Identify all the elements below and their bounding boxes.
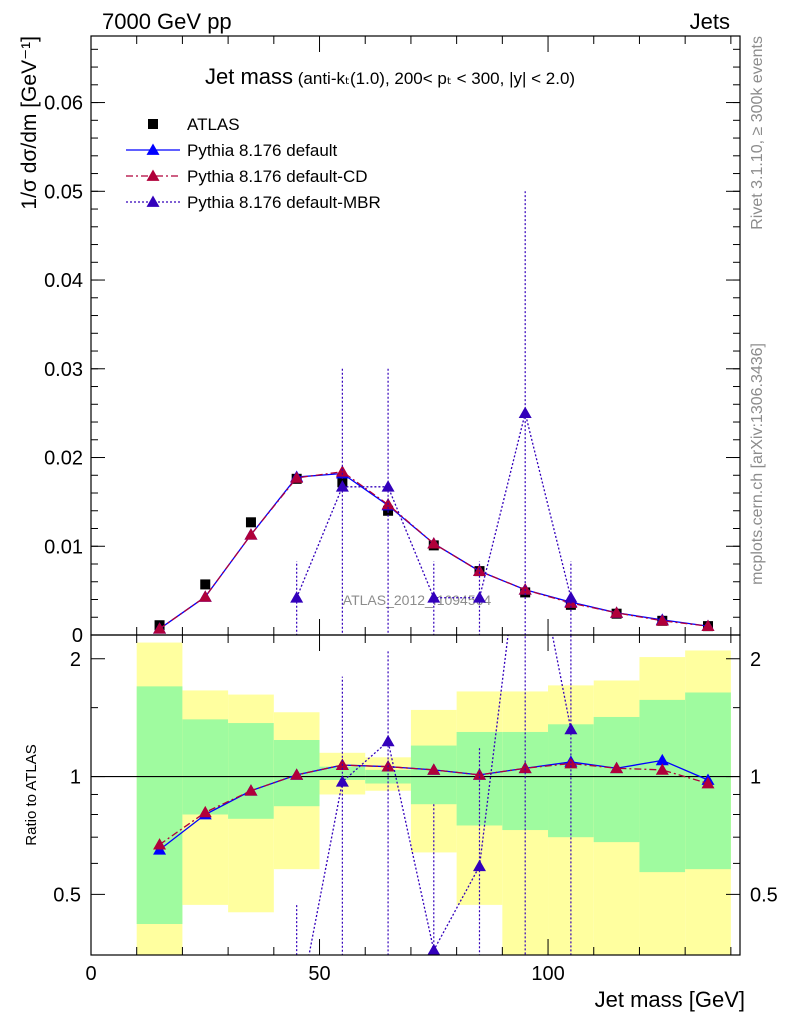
main-series-3-point-0 [290, 591, 304, 603]
ratio-y-tick-label-2: 2 [70, 649, 81, 671]
main-series-2-point-10 [610, 606, 624, 618]
plot-title-rest: (anti-kₜ(1.0), 200< pₜ < 300, |y| < 2.0) [293, 69, 575, 88]
main-series-2-point-3 [290, 471, 304, 483]
main-series-2-point-12 [701, 619, 715, 632]
ratio-series-2-point-5 [519, 490, 532, 501]
ratio-series-2-point-4 [472, 859, 486, 872]
ratio-band-inner-10 [593, 716, 640, 843]
main-y-tick-label-4: 0.04 [44, 270, 83, 292]
main-y-tick-label-2: 0.02 [44, 448, 83, 470]
ratio-series-1-point-1 [198, 805, 212, 818]
ratio-y-tick-label-right-0: 0.5 [750, 884, 778, 906]
ratio-series-1-point-0 [153, 838, 167, 850]
ratio-y-tick-label-right-1: 1 [750, 767, 761, 789]
legend: ATLAS Pythia 8.176 default Pythia 8.176 de… [126, 115, 381, 212]
ratio-series-0-point-11 [655, 753, 669, 766]
main-series-3-line [296, 412, 572, 599]
ratio-series-2-point-1 [335, 775, 349, 787]
legend-label-3: Pythia 8.176 default-MBR [187, 193, 381, 212]
main-y-tick-label-0: 0 [72, 625, 83, 647]
ratio-band-inner-0 [136, 686, 183, 925]
ratio-series-1-point-10 [610, 761, 624, 774]
main-series-3-point-3 [427, 591, 441, 603]
main-series-0-point-5 [383, 505, 394, 516]
main-series-2-point-0 [153, 622, 167, 634]
ratio-band-inner-2 [228, 723, 274, 819]
ratio-series-2-point-2 [381, 734, 395, 747]
x-tick-label-0: 0 [85, 963, 96, 985]
ratio-plot-frame [90, 634, 741, 956]
header-left: 7000 GeV pp [102, 9, 232, 34]
main-y-axis-label: 1/σ dσ/dm [GeV⁻¹] [18, 36, 41, 210]
ratio-series-1-point-12 [701, 777, 715, 789]
main-y-tick-label-5: 0.05 [44, 181, 83, 203]
main-series-3-point-2 [381, 480, 395, 492]
axes: 0 0.01 0.02 0.03 0.04 0.05 0.06 0 50 100 0.5 0.5 1 1 2… [44, 36, 778, 985]
ratio-uncertainty-bands [91, 642, 740, 955]
main-series-3-point-1 [335, 480, 349, 492]
main-series-3-point-5 [518, 406, 532, 419]
main-series-3-point-4 [472, 591, 486, 603]
x-tick-label-2: 100 [531, 963, 564, 985]
main-series-2-point-7 [472, 564, 486, 576]
main-series-2-point-11 [655, 614, 669, 626]
main-series-2-point-8 [518, 583, 532, 595]
plot-title-main: Jet mass [205, 64, 293, 89]
ratio-band-inner-1 [182, 719, 229, 815]
ratio-series-2-point-3 [427, 943, 441, 955]
ratio-series-2-point-0 [290, 1013, 303, 1024]
main-series-3-point-6 [564, 591, 578, 603]
ratio-band-inner-9 [548, 724, 594, 838]
legend-label-2: Pythia 8.176 default-CD [187, 167, 368, 186]
ratio-series-1-point-11 [655, 763, 669, 775]
rivet-label: Rivet 3.1.10, ≥ 300k events [749, 36, 766, 230]
legend-marker-1 [146, 143, 160, 155]
ratio-series-2-point-6 [564, 722, 578, 735]
legend-marker-2 [146, 169, 160, 181]
mcplots-label: mcplots.cern.ch [arXiv:1306.3436] [749, 343, 766, 585]
legend-label-0: ATLAS [187, 115, 240, 134]
header-right: Jets [690, 9, 730, 34]
ratio-series-1-point-8 [518, 761, 532, 774]
ratio-band-inner-6 [410, 745, 457, 805]
ratio-plot-series [153, 490, 715, 1024]
x-axis-label: Jet mass [GeV] [595, 987, 745, 1012]
main-plot-series [153, 191, 715, 635]
legend-marker-3 [146, 195, 160, 207]
plot-title: Jet mass (anti-kₜ(1.0), 200< pₜ < 300, |… [205, 64, 575, 89]
main-series-2-point-2 [244, 528, 258, 540]
main-y-tick-label-1: 0.01 [44, 536, 83, 558]
ratio-series-1-point-6 [427, 763, 441, 775]
main-y-tick-label-6: 0.06 [44, 93, 83, 115]
legend-marker-0 [148, 119, 158, 129]
main-series-2-point-6 [427, 537, 441, 549]
ratio-series-1-point-2 [244, 784, 258, 796]
ratio-band-inner-11 [639, 699, 686, 873]
main-y-tick-label-3: 0.03 [44, 359, 83, 381]
x-tick-label-1: 50 [308, 963, 330, 985]
main-series-0-point-1 [200, 579, 211, 590]
main-series-2-point-4 [335, 465, 349, 477]
legend-label-1: Pythia 8.176 default [187, 141, 338, 160]
ratio-y-axis-label: Ratio to ATLAS [23, 744, 40, 845]
ratio-y-tick-label-right-2: 2 [750, 649, 761, 671]
watermark: ATLAS_2012_I1094564 [343, 592, 492, 608]
ratio-series-1-point-3 [290, 768, 304, 780]
ratio-y-tick-label-1: 1 [70, 767, 81, 789]
main-series-0-point-2 [245, 517, 256, 528]
ratio-y-tick-label-0: 0.5 [53, 884, 81, 906]
main-series-2-point-1 [198, 590, 212, 602]
